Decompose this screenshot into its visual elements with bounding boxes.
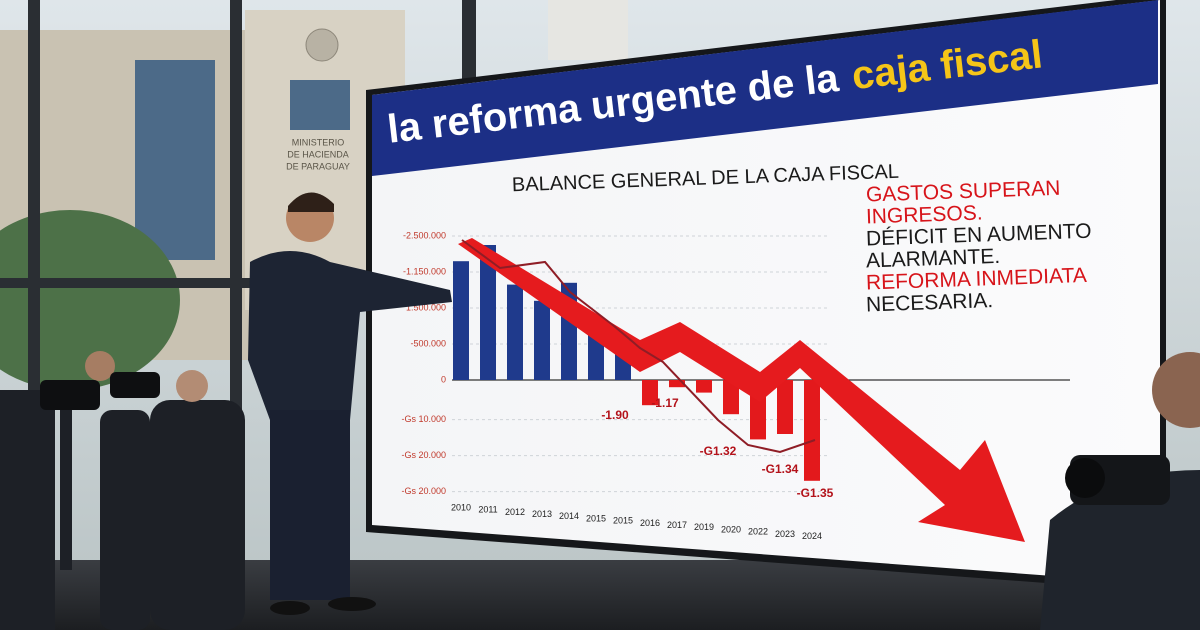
trees (0, 210, 180, 390)
x-tick-label: 2012 (505, 507, 525, 517)
chart: -2.500.000 -1.150.000 1.500.000 -500.000 0 -G… (401, 230, 1070, 541)
trend-arrow (458, 238, 1025, 542)
bar (642, 380, 658, 406)
x-tick-label: 2010 (451, 502, 471, 512)
x-tick-label: 2024 (802, 531, 822, 541)
x-tick-label: 2017 (667, 520, 687, 530)
sign-text: DE PARAGUAY (286, 161, 350, 171)
callout-line: ALARMANTE. (866, 245, 1001, 273)
trend-line (461, 239, 816, 454)
sign-text: DE HACIENDA (287, 149, 349, 159)
x-tick-label: 2014 (559, 511, 579, 521)
x-tick-label: 2019 (694, 522, 714, 532)
x-tick-label: 2015 (586, 513, 606, 523)
callout-line: NECESARIA. (866, 289, 994, 316)
bar (777, 380, 793, 434)
bar (480, 245, 496, 380)
bar (669, 380, 685, 388)
pillar (548, 0, 628, 60)
y-tick-label: -Gs 10.000 (401, 414, 446, 424)
annotation: -G1.34 (762, 462, 799, 476)
audience (0, 351, 245, 630)
x-tick-label: 2016 (640, 518, 660, 528)
emblem (305, 28, 339, 62)
photographer (1040, 352, 1200, 630)
annotation: -G1.32 (700, 444, 737, 458)
x-tick-label: 2013 (532, 509, 552, 519)
bar (453, 261, 469, 380)
y-tick-label: -1.150.000 (403, 266, 446, 276)
x-tick-label: 2020 (721, 524, 741, 534)
bar (696, 380, 712, 393)
y-tick-label: 1.500.000 (406, 302, 446, 312)
annotation: -1.90 (601, 408, 629, 422)
bar (507, 284, 523, 380)
y-tick-label: -Gs 20.000 (401, 486, 446, 496)
y-tick-label: -2.500.000 (403, 230, 446, 240)
bar (804, 380, 820, 481)
building-windows (135, 60, 215, 260)
x-tick-label: 2022 (748, 527, 768, 537)
y-tick-label: -Gs 20.000 (401, 450, 446, 460)
annotation: -G1.35 (797, 486, 834, 500)
x-tick-label: 2023 (775, 529, 795, 539)
building-windows (290, 80, 350, 130)
y-tick-label: 0 (441, 374, 446, 384)
bar (534, 300, 550, 380)
headline-banner (372, 0, 1158, 176)
x-tick-label: 2011 (478, 505, 497, 515)
bar (723, 380, 739, 415)
sign-text: MINISTERIO (292, 137, 345, 147)
x-tick-label: 2015 (613, 516, 633, 526)
callout-line: INGRESOS. (866, 201, 983, 228)
y-tick-label: -500.000 (410, 338, 446, 348)
speaker (248, 192, 452, 615)
annotation: -1.17 (651, 396, 679, 410)
